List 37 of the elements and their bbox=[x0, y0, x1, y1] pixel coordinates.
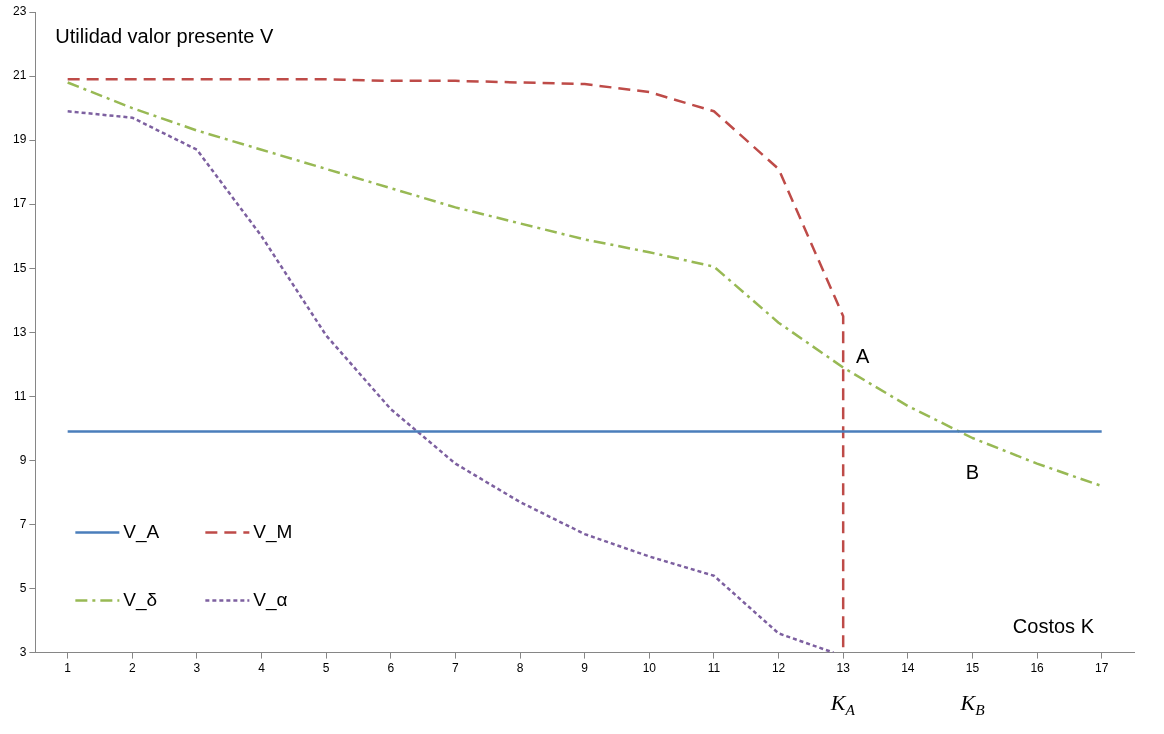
x-tick-label: 14 bbox=[901, 661, 915, 676]
x-tick-label: 4 bbox=[258, 661, 266, 676]
annotation: A bbox=[855, 345, 870, 368]
x-tick-label: 6 bbox=[387, 661, 395, 676]
y-tick-label: 23 bbox=[12, 4, 27, 19]
x-tick-label: 3 bbox=[193, 661, 201, 676]
y-tick-label: 17 bbox=[12, 196, 27, 211]
x-tick-label: 1 bbox=[64, 661, 72, 676]
x-tick-label: 17 bbox=[1095, 661, 1109, 676]
y-tick-label: 21 bbox=[12, 68, 27, 83]
y-tick-label: 19 bbox=[12, 132, 27, 147]
line-series bbox=[66, 81, 1103, 488]
y-axis-title: Utilidad valor presente V bbox=[55, 24, 274, 47]
x-tick-label: 15 bbox=[965, 661, 980, 676]
x-tick-label: 7 bbox=[452, 661, 460, 676]
legend-label: V_α bbox=[253, 588, 288, 611]
x-tick-label: 13 bbox=[836, 661, 851, 676]
legend-label: V_M bbox=[253, 520, 293, 543]
annotation: B bbox=[965, 460, 980, 483]
x-tick-label: 8 bbox=[516, 661, 524, 676]
x-tick-label: 10 bbox=[642, 661, 657, 676]
y-tick-label: 13 bbox=[12, 324, 27, 339]
legend-label: V_δ bbox=[123, 588, 158, 611]
y-tick-label: 3 bbox=[19, 644, 27, 659]
x-tick-label: 16 bbox=[1030, 661, 1045, 676]
x-tick-label: 12 bbox=[771, 661, 786, 676]
x-axis-title: Costos K bbox=[1012, 615, 1095, 638]
x-tick-label: 9 bbox=[581, 661, 589, 676]
x-tick-label: 2 bbox=[128, 661, 136, 676]
y-tick-label: 9 bbox=[19, 452, 27, 467]
y-tick-label: 15 bbox=[12, 260, 27, 275]
legend-label: V_A bbox=[123, 520, 160, 543]
y-tick-label: 7 bbox=[19, 516, 27, 531]
y-tick-label: 5 bbox=[19, 580, 27, 595]
y-tick-label: 11 bbox=[13, 388, 27, 403]
x-tick-label: 5 bbox=[322, 661, 330, 676]
x-tick-label: 11 bbox=[707, 661, 721, 676]
